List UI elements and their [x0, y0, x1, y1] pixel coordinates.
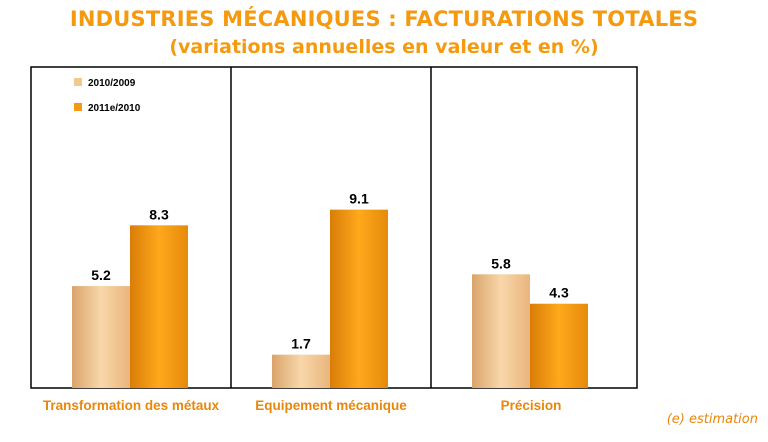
legend-label-1: 2011e/2010: [88, 103, 141, 114]
data-label-0-0: 5.2: [91, 267, 111, 283]
bar-1-1: [330, 209, 388, 388]
category-label-2: Précision: [500, 398, 562, 413]
bar-0-1: [130, 225, 188, 388]
chart-subtitle: (variations annuelles en valeur et en %): [169, 36, 599, 58]
legend-label-0: 2010/2009: [88, 78, 136, 89]
bar-2-1: [530, 303, 588, 388]
data-label-2-1: 4.3: [549, 285, 569, 301]
category-label-1: Equipement mécanique: [255, 398, 407, 413]
data-label-1-1: 9.1: [349, 191, 369, 207]
bar-0-0: [72, 286, 130, 388]
data-label-0-1: 8.3: [149, 206, 169, 222]
category-label-0: Transformation des métaux: [42, 398, 220, 413]
bar-1-0: [272, 354, 330, 388]
footnote: (e) estimation: [666, 412, 758, 427]
bar-2-0: [472, 274, 530, 388]
legend: 2010/2009 2011e/2010: [74, 78, 141, 114]
chart-title: INDUSTRIES MÉCANIQUES : FACTURATIONS TOT…: [69, 7, 699, 31]
legend-swatch-1: [74, 103, 82, 111]
legend-swatch-0: [74, 78, 82, 86]
data-label-1-0: 1.7: [291, 336, 311, 352]
data-label-2-0: 5.8: [491, 255, 511, 271]
